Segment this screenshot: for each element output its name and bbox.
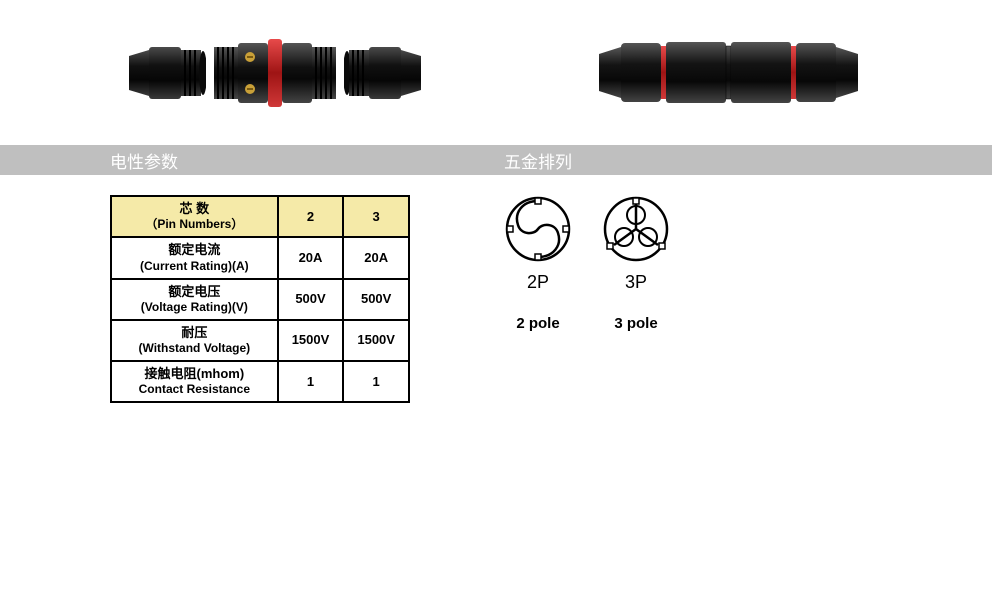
connector-cap-left bbox=[121, 38, 206, 108]
table-row: 耐压 (Withstand Voltage) 1500V 1500V bbox=[111, 320, 409, 361]
pin-3p-icon bbox=[602, 195, 670, 263]
spec-table-container: 芯 数 （Pin Numbers） 2 3 额定电流 (Current Rati… bbox=[0, 195, 500, 403]
row-val: 1500V bbox=[278, 320, 344, 361]
section-header-arrangement-label: 五金排列 bbox=[504, 148, 572, 173]
row-label: 额定电流 (Current Rating)(A) bbox=[111, 237, 278, 278]
row-val: 500V bbox=[343, 279, 409, 320]
table-header-col: 2 bbox=[278, 196, 344, 237]
row-label: 耐压 (Withstand Voltage) bbox=[111, 320, 278, 361]
spec-table: 芯 数 （Pin Numbers） 2 3 额定电流 (Current Rati… bbox=[110, 195, 410, 403]
header-cn: 芯 数 bbox=[118, 201, 271, 217]
pin-item-2p: 2P 2 pole bbox=[504, 195, 572, 332]
pin-label: 2 pole bbox=[504, 315, 572, 332]
table-row: 接触电阻(mhom) Contact Resistance 1 1 bbox=[111, 361, 409, 402]
row-val: 20A bbox=[343, 237, 409, 278]
content-row: 芯 数 （Pin Numbers） 2 3 额定电流 (Current Rati… bbox=[0, 195, 992, 403]
row-val: 1 bbox=[278, 361, 344, 402]
section-header-row: 电性参数 五金排列 bbox=[0, 145, 992, 175]
pin-code: 3P bbox=[602, 272, 670, 293]
pin-code: 2P bbox=[504, 272, 572, 293]
row-label: 额定电压 (Voltage Rating)(V) bbox=[111, 279, 278, 320]
connector-assembled bbox=[591, 30, 871, 115]
connector-exploded bbox=[121, 33, 429, 113]
product-image-row bbox=[0, 0, 992, 135]
connector-cap-right bbox=[344, 38, 429, 108]
row-val: 1500V bbox=[343, 320, 409, 361]
connector-middle bbox=[210, 33, 340, 113]
section-header-electrical: 电性参数 bbox=[0, 145, 500, 175]
pin-label: 3 pole bbox=[602, 315, 670, 332]
pin-item-3p: 3P 3 pole bbox=[602, 195, 670, 332]
pin-arrangement-container: 2P 2 pole 3P 3 pole bbox=[500, 195, 992, 403]
table-row: 额定电压 (Voltage Rating)(V) 500V 500V bbox=[111, 279, 409, 320]
table-header-row: 芯 数 （Pin Numbers） 2 3 bbox=[111, 196, 409, 237]
pin-2p-icon bbox=[504, 195, 572, 263]
section-header-arrangement: 五金排列 bbox=[500, 145, 992, 175]
header-en: （Pin Numbers） bbox=[118, 217, 271, 232]
table-header-label: 芯 数 （Pin Numbers） bbox=[111, 196, 278, 237]
section-header-electrical-label: 电性参数 bbox=[110, 148, 178, 173]
row-label: 接触电阻(mhom) Contact Resistance bbox=[111, 361, 278, 402]
table-header-col: 3 bbox=[343, 196, 409, 237]
table-row: 额定电流 (Current Rating)(A) 20A 20A bbox=[111, 237, 409, 278]
row-val: 20A bbox=[278, 237, 344, 278]
row-val: 1 bbox=[343, 361, 409, 402]
row-val: 500V bbox=[278, 279, 344, 320]
